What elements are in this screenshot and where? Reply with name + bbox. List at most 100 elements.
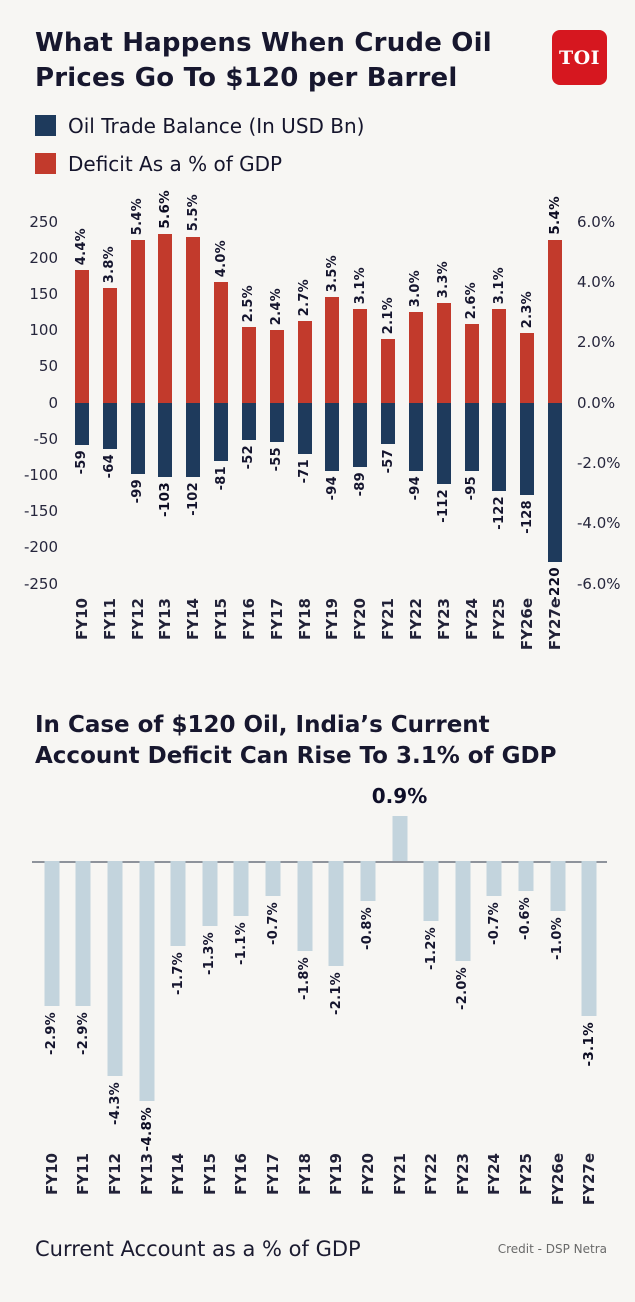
left-axis-tick: 0	[48, 393, 58, 412]
right-axis-tick: -6.0%	[577, 574, 621, 593]
oil-chart-x-label: FY14	[184, 597, 203, 640]
cad-bar	[392, 816, 407, 862]
cad-chart-column: -1.1%	[226, 786, 258, 1151]
cad-chart-column: -1.7%	[162, 786, 194, 1151]
oil-trade-balance-value-label: -128	[519, 500, 535, 535]
oil-chart-column: 5.5% -102	[179, 194, 207, 584]
cad-bar	[581, 861, 597, 1017]
cad-value-label: -1.0%	[550, 917, 566, 961]
oil-chart-x-label: FY27e	[545, 597, 564, 650]
oil-chart-x-label: FY15	[212, 597, 231, 640]
oil-trade-balance-bar	[408, 402, 423, 471]
oil-chart-x-labels: FY10 FY11 FY12 FY13 FY14 FY15 FY16 FY17 FY18 FY19…	[68, 598, 569, 672]
page-title-line1: What Happens When Crude Oil	[35, 28, 492, 58]
cad-chart-column: -1.3%	[194, 786, 226, 1151]
gdp-deficit-value-label: 3.8%	[102, 245, 118, 284]
section2-title-line1: In Case of $120 Oil, India’s Current	[35, 711, 490, 738]
gdp-deficit-bar	[408, 312, 423, 403]
oil-trade-balance-bar	[74, 402, 89, 446]
cad-chart-column: -1.0%	[542, 786, 574, 1151]
gdp-deficit-bar	[381, 339, 396, 403]
cad-chart-column: -1.8%	[289, 786, 321, 1151]
gdp-deficit-value-label: 3.1%	[352, 266, 368, 305]
left-axis-tick: 150	[29, 285, 58, 304]
cad-value-label: -1.8%	[297, 957, 313, 1001]
gdp-deficit-value-label: 3.5%	[324, 254, 340, 293]
gdp-deficit-value-label: 2.5%	[241, 284, 257, 323]
cad-bar	[518, 861, 534, 892]
cad-chart-column: 0.9%	[372, 784, 427, 1151]
cad-bar	[265, 861, 281, 897]
gdp-deficit-bar	[102, 288, 117, 403]
oil-chart-column: 2.5% -52	[235, 222, 263, 584]
cad-chart-x-label: FY24	[485, 1153, 504, 1196]
gdp-deficit-bar	[464, 324, 479, 403]
oil-chart-column: 3.1% -122	[485, 222, 513, 584]
cad-bar	[75, 861, 91, 1007]
oil-trade-balance-bar	[464, 402, 479, 472]
cad-bar	[202, 861, 218, 927]
oil-chart-x-label: FY18	[295, 597, 314, 640]
gdp-deficit-bar	[325, 297, 340, 403]
gdp-deficit-value-label: 5.4%	[130, 197, 146, 235]
gdp-deficit-bar	[241, 327, 256, 403]
cad-chart-column: -0.7%	[257, 786, 289, 1151]
legend-item-deficit-gdp: Deficit As a % of GDP	[35, 152, 607, 176]
oil-trade-balance-bar	[158, 402, 173, 478]
cad-value-label: -0.6%	[518, 897, 534, 941]
oil-trade-chart: 250 200 150 100 50 0 -50 -100 -150 -200 -250 4.4% -…	[0, 190, 635, 602]
cad-value-label: -0.7%	[486, 902, 502, 946]
right-axis-tick: 4.0%	[577, 272, 616, 291]
cad-chart-x-label: FY18	[295, 1153, 314, 1196]
cad-chart-x-label: FY26e	[548, 1153, 567, 1206]
gdp-deficit-bar	[353, 309, 368, 403]
cad-chart-column: -2.0%	[447, 786, 479, 1151]
oil-trade-balance-value-label: -52	[241, 445, 257, 470]
cad-value-label: 0.9%	[371, 784, 428, 809]
oil-trade-balance-value-label: -103	[157, 482, 174, 518]
cad-chart-column: -0.7%	[479, 786, 511, 1151]
left-axis-tick: -250	[23, 574, 58, 593]
cad-bar	[107, 861, 123, 1077]
gdp-deficit-value-label: 2.3%	[519, 291, 535, 329]
cad-chart-x-label: FY17	[264, 1153, 283, 1196]
oil-chart-column: 2.4% -55	[263, 222, 291, 584]
gdp-deficit-bar	[436, 303, 451, 403]
cad-chart-column: -2.1%	[320, 786, 352, 1151]
cad-value-label: -1.1%	[233, 922, 249, 966]
cad-chart-x-label: FY20	[358, 1153, 377, 1196]
oil-chart-x-label: FY24	[462, 597, 481, 640]
red-swatch-icon	[35, 153, 56, 175]
current-account-chart: -2.9% -2.9% -4.3% -4.8% -1.7% -1.3% -1.1% -0.7%…	[0, 784, 635, 1229]
oil-trade-balance-value-label: -112	[436, 488, 452, 523]
oil-chart-column: 3.5% -94	[318, 222, 346, 584]
cad-chart-x-label: FY22	[422, 1153, 441, 1196]
oil-trade-balance-bar	[186, 402, 201, 477]
gdp-deficit-value-label: 3.3%	[436, 260, 452, 299]
gdp-deficit-bar	[269, 330, 284, 403]
oil-chart-column: 3.0% -94	[402, 222, 430, 584]
right-axis-tick: 2.0%	[577, 333, 616, 352]
gdp-deficit-value-label: 2.1%	[380, 297, 396, 335]
oil-trade-balance-value-label: -94	[408, 475, 424, 501]
oil-chart-column: 3.3% -112	[430, 222, 458, 584]
oil-trade-balance-value-label: -89	[352, 472, 368, 497]
cad-value-label: -2.9%	[44, 1012, 60, 1056]
cad-chart-x-label: FY15	[200, 1153, 219, 1196]
oil-trade-balance-bar	[214, 402, 229, 462]
oil-trade-balance-bar	[130, 402, 145, 475]
cad-chart-column: -1.2%	[415, 786, 447, 1151]
oil-trade-balance-value-label: -55	[269, 447, 285, 472]
cad-chart-column: -0.8%	[352, 786, 384, 1151]
zero-baseline	[32, 861, 607, 863]
cad-chart-column: -4.3%	[99, 786, 131, 1151]
left-axis-tick: 250	[29, 212, 58, 231]
header: What Happens When Crude Oil Prices Go To …	[0, 26, 635, 96]
oil-chart-plot: 4.4% -59 3.8% -64 5.4% -99 5.6% -103 5.5% -102 4.0…	[68, 190, 569, 602]
gdp-deficit-value-label: 5.4%	[546, 196, 563, 235]
oil-trade-balance-bar	[353, 402, 368, 468]
cad-bar	[360, 861, 376, 902]
oil-trade-balance-bar	[547, 402, 562, 562]
left-axis-tick: -50	[33, 429, 59, 448]
oil-chart-x-label: FY19	[323, 597, 342, 640]
